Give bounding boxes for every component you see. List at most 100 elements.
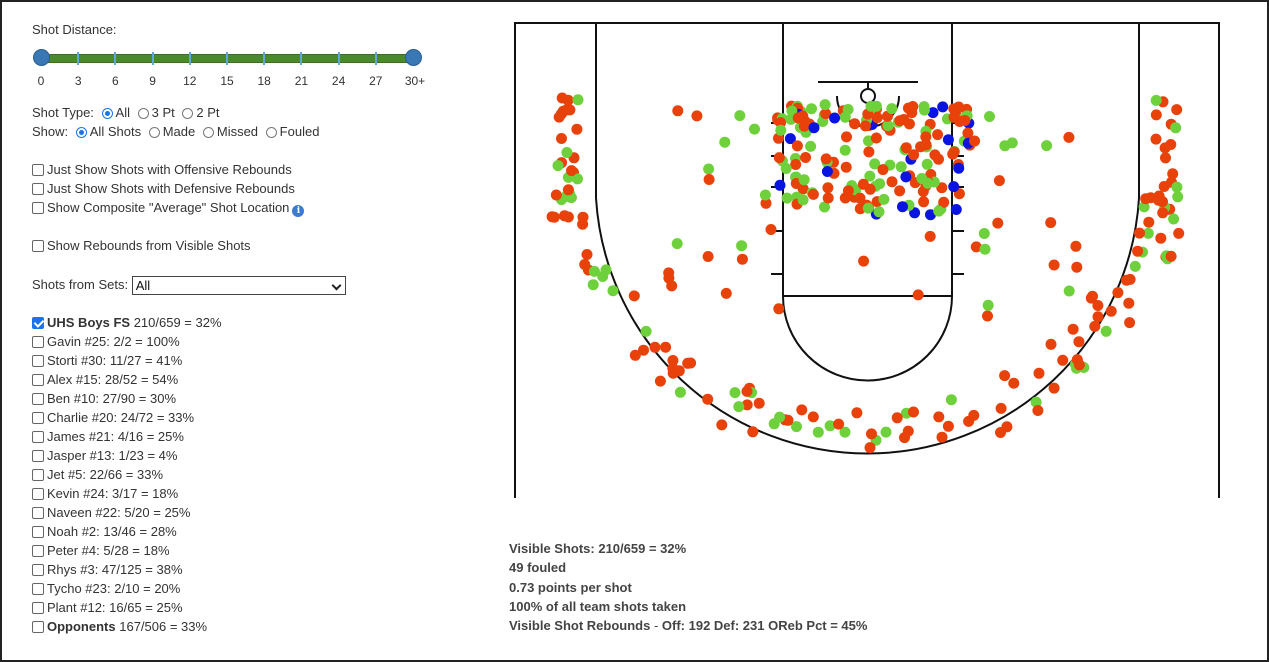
show-fouled-label[interactable]: Fouled: [279, 124, 320, 139]
player-row[interactable]: Charlie #20: 24/72 = 33%: [32, 408, 472, 427]
player-checkbox[interactable]: [32, 355, 44, 367]
player-checkbox[interactable]: [32, 602, 44, 614]
shot-marker: [747, 426, 759, 438]
shots-from-sets-select[interactable]: All: [131, 276, 346, 296]
info-icon[interactable]: i: [292, 205, 305, 217]
shot-type-2pt-radio[interactable]: [182, 108, 194, 119]
slider-tick: [151, 52, 154, 65]
player-row[interactable]: Kevin #24: 3/17 = 18%: [32, 484, 472, 503]
player-label[interactable]: Jasper #13: 1/23 = 4%: [47, 448, 178, 463]
player-checkbox[interactable]: [32, 450, 44, 462]
player-label[interactable]: Naveen #22: 5/20 = 25%: [47, 505, 191, 520]
show-missed-label[interactable]: Missed: [216, 124, 259, 139]
shot-marker: [807, 411, 819, 423]
player-row[interactable]: Naveen #22: 5/20 = 25%: [32, 503, 472, 522]
chevron-down-icon: [331, 280, 342, 291]
show-made-label[interactable]: Made: [162, 124, 196, 139]
player-checkbox[interactable]: [32, 488, 44, 500]
player-row[interactable]: Tycho #23: 2/10 = 20%: [32, 579, 472, 598]
player-label[interactable]: James #21: 4/16 = 25%: [47, 429, 184, 444]
offensive-rebounds-checkbox[interactable]: [32, 164, 44, 176]
shot-marker: [550, 189, 562, 201]
player-row[interactable]: James #21: 4/16 = 25%: [32, 427, 472, 446]
player-row[interactable]: Gavin #25: 2/2 = 100%: [32, 332, 472, 351]
shot-marker: [1045, 338, 1057, 350]
player-label[interactable]: Tycho #23: 2/10 = 20%: [47, 581, 181, 596]
player-checkbox[interactable]: [32, 507, 44, 519]
player-checkbox[interactable]: [32, 374, 44, 386]
composite-location-label[interactable]: Show Composite "Average" Shot Location: [47, 200, 290, 215]
composite-location-checkbox[interactable]: [32, 202, 44, 214]
opponents-checkbox[interactable]: [32, 621, 44, 633]
player-checkbox[interactable]: [32, 545, 44, 557]
player-row[interactable]: Jasper #13: 1/23 = 4%: [32, 446, 472, 465]
shot-chart-court[interactable]: [512, 18, 1224, 500]
player-label[interactable]: Jet #5: 22/66 = 33%: [47, 467, 164, 482]
player-checkbox[interactable]: [32, 583, 44, 595]
player-label[interactable]: Rhys #3: 47/125 = 38%: [47, 562, 183, 577]
player-row[interactable]: Rhys #3: 47/125 = 38%: [32, 560, 472, 579]
slider-tick: [263, 52, 266, 65]
show-fouled-radio[interactable]: [265, 127, 277, 138]
player-checkbox[interactable]: [32, 412, 44, 424]
team-row[interactable]: UHS Boys FS 210/659 = 32%: [32, 313, 472, 332]
player-label[interactable]: Kevin #24: 3/17 = 18%: [47, 486, 179, 501]
offensive-rebounds-label[interactable]: Just Show Shots with Offensive Rebounds: [47, 162, 292, 177]
player-row[interactable]: Ben #10: 27/90 = 30%: [32, 389, 472, 408]
player-checkbox[interactable]: [32, 431, 44, 443]
player-row[interactable]: Storti #30: 11/27 = 41%: [32, 351, 472, 370]
team-checkbox[interactable]: [32, 317, 44, 329]
shot-marker: [1030, 396, 1042, 408]
player-label[interactable]: Ben #10: 27/90 = 30%: [47, 391, 177, 406]
show-rebounds-label[interactable]: Show Rebounds from Visible Shots: [47, 238, 251, 253]
show-rebounds-checkbox[interactable]: [32, 240, 44, 252]
player-label[interactable]: Peter #4: 5/28 = 18%: [47, 543, 170, 558]
player-checkbox[interactable]: [32, 393, 44, 405]
rebounds-stat: Visible Shot Rebounds - Off: 192 Def: 23…: [509, 616, 867, 635]
show-all-label[interactable]: All Shots: [89, 124, 142, 139]
shot-type-3pt-label[interactable]: 3 Pt: [151, 105, 175, 120]
shot-type-2pt-label[interactable]: 2 Pt: [196, 105, 220, 120]
defensive-rebounds-filter[interactable]: Just Show Shots with Defensive Rebounds: [32, 179, 472, 198]
player-row[interactable]: Jet #5: 22/66 = 33%: [32, 465, 472, 484]
player-checkbox[interactable]: [32, 336, 44, 348]
shot-type-all-radio[interactable]: [101, 108, 113, 119]
player-checkbox[interactable]: [32, 526, 44, 538]
player-row[interactable]: Plant #12: 16/65 = 25%: [32, 598, 472, 617]
defensive-rebounds-label[interactable]: Just Show Shots with Defensive Rebounds: [47, 181, 295, 196]
slider-max-handle[interactable]: [405, 49, 422, 66]
player-label[interactable]: Plant #12: 16/65 = 25%: [47, 600, 183, 615]
player-checkbox[interactable]: [32, 469, 44, 481]
player-row[interactable]: Alex #15: 28/52 = 54%: [32, 370, 472, 389]
slider-tick-label: 24: [331, 74, 346, 88]
shot-marker: [819, 201, 830, 213]
shot-marker: [938, 196, 950, 208]
offensive-rebounds-filter[interactable]: Just Show Shots with Offensive Rebounds: [32, 160, 472, 179]
slider-min-handle[interactable]: [33, 49, 50, 66]
show-missed-radio[interactable]: [202, 127, 214, 138]
shot-distance-slider[interactable]: 0 3 6 9 12 15 18 21 24 27 30+: [32, 43, 425, 93]
team-name[interactable]: UHS Boys FS: [47, 315, 131, 330]
player-row[interactable]: Peter #4: 5/28 = 18%: [32, 541, 472, 560]
shot-type-3pt-radio[interactable]: [137, 108, 149, 119]
shot-type-all-label[interactable]: All: [115, 105, 130, 120]
player-label[interactable]: Charlie #20: 24/72 = 33%: [47, 410, 195, 425]
shot-marker: [667, 362, 679, 374]
player-label[interactable]: Gavin #25: 2/2 = 100%: [47, 334, 180, 349]
player-row[interactable]: Noah #2: 13/46 = 28%: [32, 522, 472, 541]
defensive-rebounds-checkbox[interactable]: [32, 183, 44, 195]
player-label[interactable]: Storti #30: 11/27 = 41%: [47, 353, 183, 368]
show-rebounds-filter[interactable]: Show Rebounds from Visible Shots: [32, 236, 472, 255]
show-all-radio[interactable]: [75, 127, 87, 138]
opponents-row[interactable]: Opponents 167/506 = 33%: [32, 617, 472, 636]
shot-marker: [1100, 325, 1112, 337]
opponents-name[interactable]: Opponents: [47, 619, 116, 634]
show-made-radio[interactable]: [148, 127, 160, 138]
shot-marker: [878, 193, 890, 205]
slider-tick-label: 9: [149, 74, 156, 88]
slider-tick-label: 18: [257, 74, 271, 88]
player-label[interactable]: Alex #15: 28/52 = 54%: [47, 372, 179, 387]
player-label[interactable]: Noah #2: 13/46 = 28%: [47, 524, 177, 539]
player-checkbox[interactable]: [32, 564, 44, 576]
composite-location-filter[interactable]: Show Composite "Average" Shot Location i: [32, 198, 472, 217]
